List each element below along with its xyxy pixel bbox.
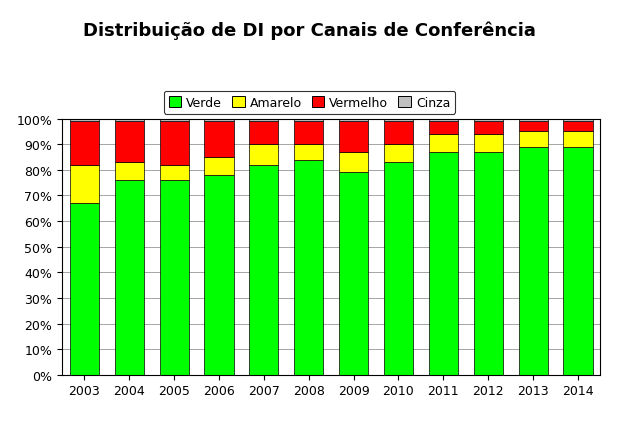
- Legend: Verde, Amarelo, Vermelho, Cinza: Verde, Amarelo, Vermelho, Cinza: [164, 92, 455, 115]
- Bar: [474, 153, 503, 375]
- Bar: [249, 119, 279, 122]
- Bar: [115, 122, 144, 163]
- Bar: [115, 163, 144, 181]
- Bar: [115, 119, 144, 122]
- Bar: [474, 135, 503, 153]
- Bar: [563, 122, 592, 132]
- Bar: [429, 135, 458, 153]
- Bar: [249, 165, 279, 375]
- Bar: [339, 122, 368, 153]
- Bar: [563, 119, 592, 122]
- Bar: [160, 181, 189, 375]
- Bar: [563, 132, 592, 147]
- Bar: [70, 122, 99, 165]
- Bar: [519, 132, 548, 147]
- Bar: [70, 204, 99, 375]
- Bar: [294, 160, 323, 375]
- Bar: [519, 147, 548, 375]
- Bar: [294, 145, 323, 160]
- Bar: [474, 119, 503, 122]
- Bar: [474, 122, 503, 135]
- Bar: [160, 122, 189, 165]
- Bar: [384, 122, 413, 145]
- Bar: [429, 119, 458, 122]
- Bar: [294, 122, 323, 145]
- Bar: [339, 173, 368, 375]
- Bar: [160, 165, 189, 181]
- Bar: [115, 181, 144, 375]
- Bar: [249, 122, 279, 145]
- Bar: [70, 165, 99, 204]
- Bar: [204, 122, 233, 158]
- Bar: [204, 176, 233, 375]
- Bar: [204, 119, 233, 122]
- Bar: [249, 145, 279, 165]
- Bar: [384, 119, 413, 122]
- Bar: [429, 153, 458, 375]
- Bar: [384, 163, 413, 375]
- Bar: [204, 158, 233, 176]
- Bar: [294, 119, 323, 122]
- Bar: [429, 122, 458, 135]
- Bar: [384, 145, 413, 163]
- Bar: [339, 153, 368, 173]
- Bar: [70, 119, 99, 122]
- Bar: [519, 119, 548, 122]
- Bar: [563, 147, 592, 375]
- Bar: [160, 119, 189, 122]
- Bar: [339, 119, 368, 122]
- Text: Distribuição de DI por Canais de Conferência: Distribuição de DI por Canais de Conferê…: [83, 21, 536, 40]
- Bar: [519, 122, 548, 132]
